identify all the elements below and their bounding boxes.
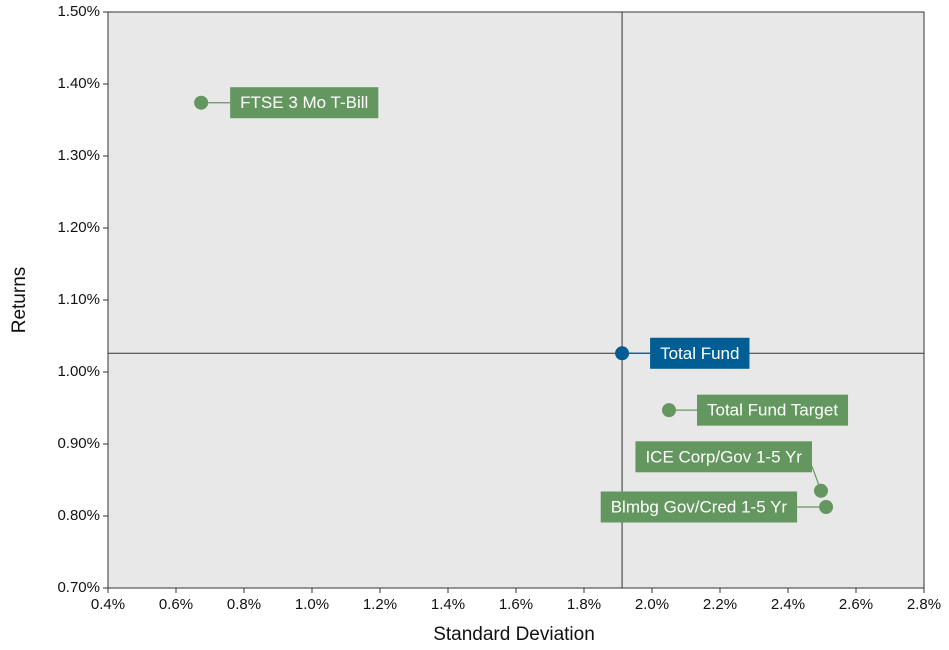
x-tick-label: 2.4% [771,596,805,613]
y-tick-label: 0.80% [57,507,100,524]
label-box [230,87,379,119]
y-tick-label: 0.90% [57,435,100,452]
x-axis-title: Standard Deviation [433,624,595,645]
x-tick-label: 2.2% [703,596,737,613]
point-label: FTSE 3 Mo T-Bill [240,93,368,112]
point-label: Blmbg Gov/Cred 1-5 Yr [611,497,788,516]
x-tick-label: 0.4% [91,596,125,613]
y-tick-label: 1.40% [57,75,100,92]
point [813,483,828,498]
point [194,95,209,110]
label-box [650,337,750,369]
x-tick-label: 1.6% [499,596,533,613]
y-tick-label: 1.10% [57,291,100,308]
y-axis-title: Returns [9,267,30,334]
point-label: Total Fund [660,344,739,363]
y-tick-label: 1.50% [57,3,100,20]
y-tick-label: 1.00% [57,363,100,380]
x-tick-label: 0.8% [227,596,261,613]
point-label: ICE Corp/Gov 1-5 Yr [645,447,802,466]
y-tick-label: 1.20% [57,219,100,236]
x-tick-label: 0.6% [159,596,193,613]
y-tick-label: 1.30% [57,147,100,164]
point [662,403,676,418]
x-tick-label: 2.6% [839,596,873,613]
x-tick-label: 1.2% [363,596,397,613]
x-tick-label: 2.0% [635,596,669,613]
label-box [600,491,798,523]
x-tick-label: 1.8% [567,596,601,613]
label-box [697,394,849,426]
x-tick-label: 1.4% [431,596,465,613]
point [819,500,834,514]
point [615,346,630,361]
point-label: Total Fund Target [707,401,838,420]
label-box [635,441,812,473]
x-tick-label: 2.8% [907,596,941,613]
x-tick-label: 1.0% [295,596,329,613]
y-tick-label: 0.70% [57,579,100,596]
